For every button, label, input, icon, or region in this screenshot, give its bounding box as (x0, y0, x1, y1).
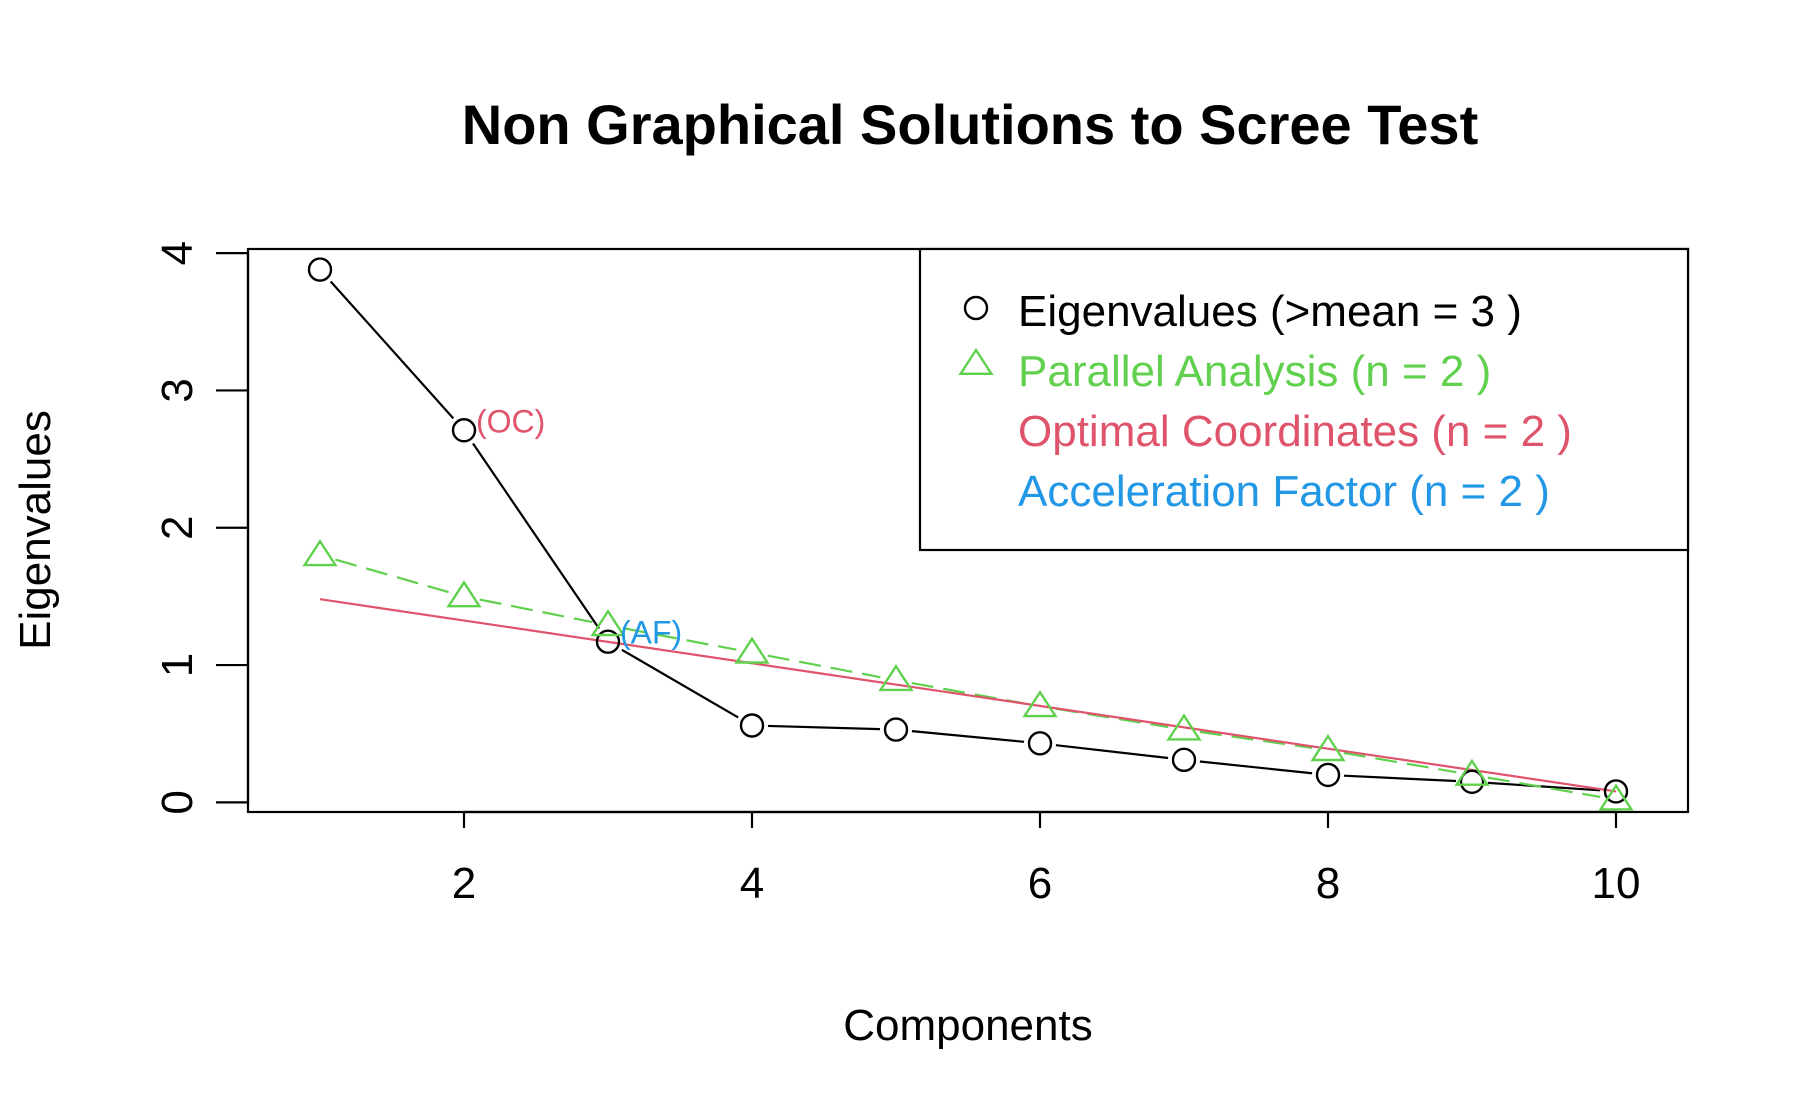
series-segment (335, 558, 449, 594)
legend-symbol (958, 347, 994, 375)
series-segment (911, 681, 1025, 705)
series-segment (1199, 730, 1313, 750)
annotation-layer: (OC) (AF) (476, 403, 682, 650)
data-point (1027, 731, 1053, 756)
legend-entry: Parallel Analysis (n = 2 ) (1018, 347, 1491, 396)
series-segment (472, 442, 600, 630)
series-segment (1487, 781, 1601, 792)
series-segment (621, 648, 739, 719)
x-tick-label: 2 (452, 859, 476, 908)
series-segment (329, 280, 455, 420)
data-point (1171, 747, 1197, 773)
y-tick-label: 3 (153, 378, 202, 402)
series-segment (479, 598, 593, 624)
series-segment (1343, 774, 1457, 783)
series-segment (1199, 760, 1313, 775)
x-tick-label: 10 (1592, 859, 1641, 908)
annotation-label: (OC) (476, 403, 545, 439)
y-tick-label: 1 (153, 653, 202, 677)
series-segment (767, 724, 881, 731)
x-tick-label: 4 (740, 859, 764, 908)
series-segment (911, 730, 1025, 743)
y-tick-label: 2 (153, 516, 202, 540)
legend: Eigenvalues (>mean = 3 ) Parallel Analysi… (918, 247, 1690, 552)
data-point (883, 717, 909, 742)
legend-box (918, 247, 1690, 552)
data-point (595, 629, 621, 654)
data-point (446, 580, 482, 608)
data-point (734, 636, 770, 664)
x-axis-label: Components (843, 1001, 1092, 1050)
data-point (302, 539, 338, 567)
y-tick-label: 0 (153, 790, 202, 814)
y-axis-label: Eigenvalues (11, 410, 60, 650)
data-point (590, 609, 626, 637)
series-layer (302, 257, 1634, 811)
series-segment (1343, 751, 1457, 774)
legend-entry: Eigenvalues (>mean = 3 ) (1018, 287, 1522, 336)
axes: 2 4 6 8 10 0 1 2 3 4 (153, 241, 1640, 908)
x-tick-label: 6 (1028, 859, 1052, 908)
legend-entry: Optimal Coordinates (n = 2 ) (1018, 407, 1572, 456)
legend-entry: Acceleration Factor (n = 2 ) (1018, 467, 1550, 516)
data-point (739, 713, 765, 738)
annotation-label: (AF) (620, 615, 682, 651)
data-point (1315, 762, 1341, 788)
data-point (1459, 769, 1485, 794)
data-point (1603, 779, 1629, 804)
x-tick-label: 8 (1316, 859, 1340, 908)
data-point (307, 257, 333, 282)
y-tick-label: 4 (153, 241, 202, 265)
data-point (1310, 733, 1346, 762)
data-point (1598, 783, 1634, 811)
data-point (1022, 690, 1058, 718)
data-point (1166, 713, 1202, 741)
legend-symbol (963, 295, 989, 321)
series-segment (1487, 776, 1601, 799)
data-point (878, 663, 914, 692)
series-segment (767, 654, 881, 679)
data-point (1454, 758, 1490, 786)
series-segment (1055, 744, 1169, 760)
chart-title: Non Graphical Solutions to Scree Test (462, 93, 1478, 156)
data-point (451, 418, 477, 443)
series-fit-line (319, 598, 1617, 793)
series-segment (623, 627, 737, 651)
